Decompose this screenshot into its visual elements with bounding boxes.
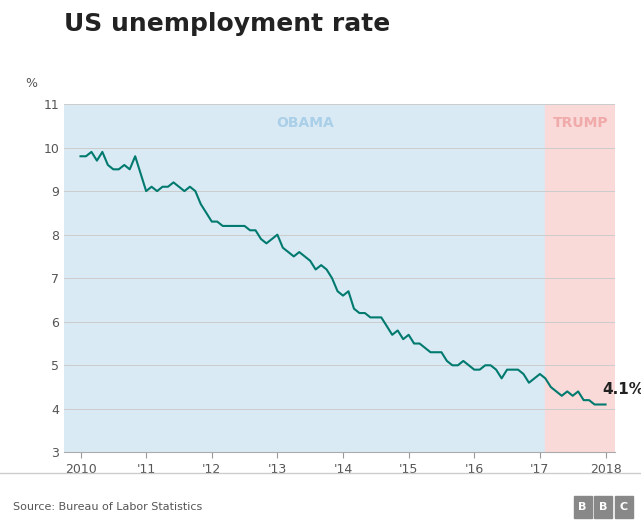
- Text: TRUMP: TRUMP: [553, 116, 608, 130]
- Text: OBAMA: OBAMA: [276, 116, 333, 130]
- Text: C: C: [620, 502, 628, 512]
- Text: B: B: [599, 502, 608, 512]
- Text: 4.1%: 4.1%: [603, 382, 641, 397]
- Text: %: %: [26, 77, 38, 90]
- Bar: [64, 104, 545, 452]
- Text: US unemployment rate: US unemployment rate: [64, 12, 390, 36]
- Text: Source: Bureau of Labor Statistics: Source: Bureau of Labor Statistics: [13, 502, 202, 512]
- Text: B: B: [578, 502, 587, 512]
- Bar: [545, 104, 615, 452]
